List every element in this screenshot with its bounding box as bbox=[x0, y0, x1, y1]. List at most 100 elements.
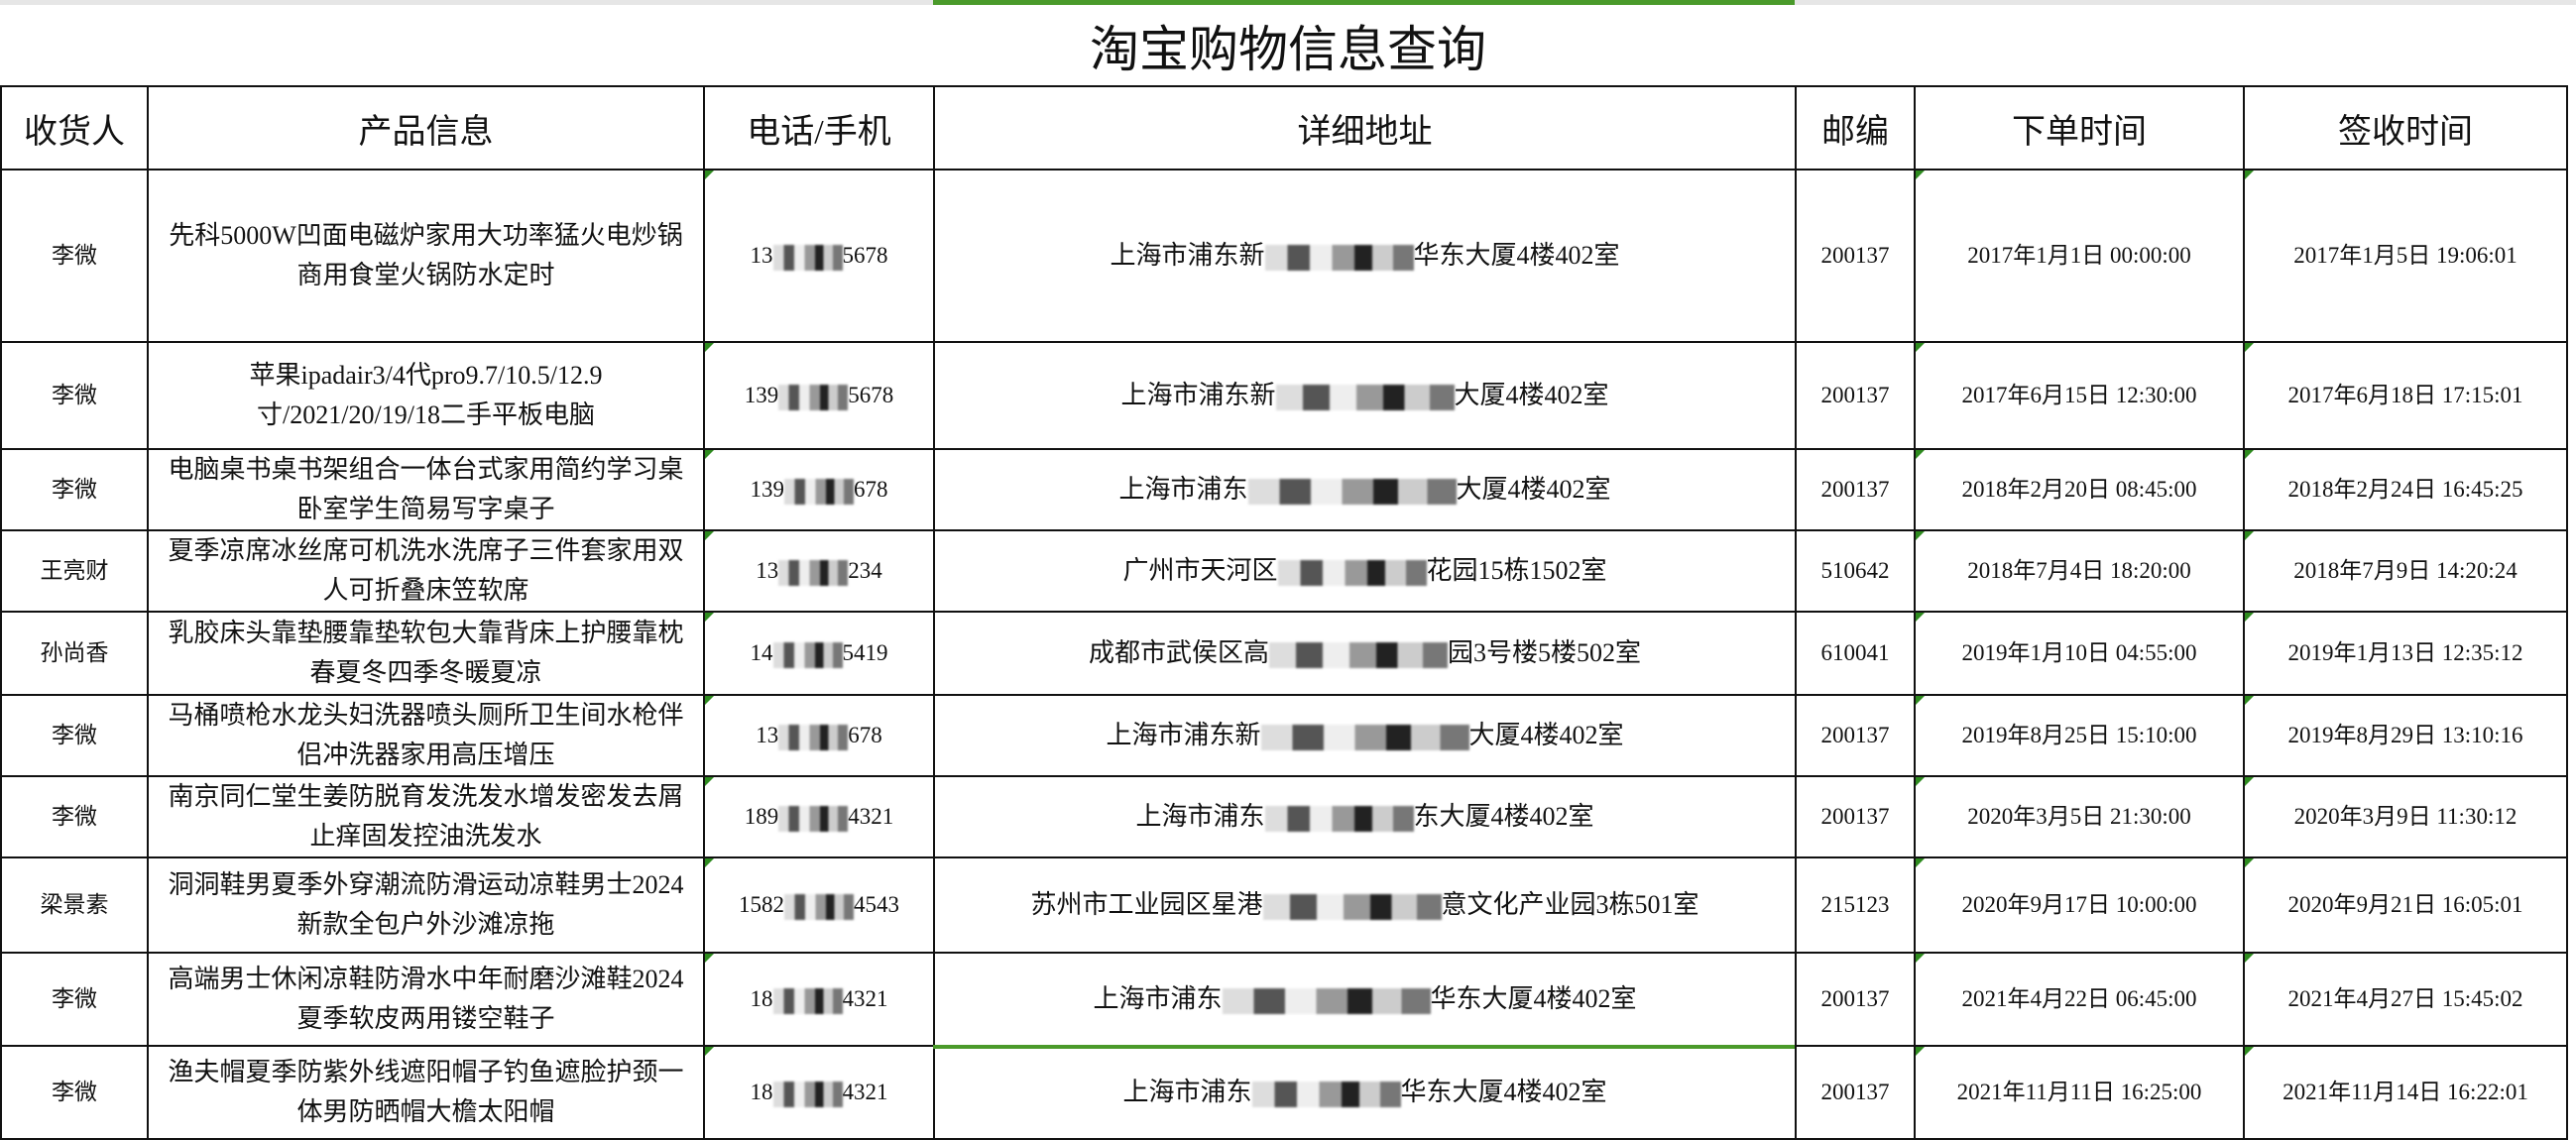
phone-cell[interactable]: 18 4321 bbox=[703, 952, 935, 1047]
col-header-zip[interactable]: 邮编 bbox=[1795, 85, 1916, 171]
sign-time-cell[interactable]: 2021年11月14日 16:22:01 bbox=[2243, 1045, 2568, 1140]
redacted-blur bbox=[784, 893, 854, 920]
redacted-blur bbox=[772, 1081, 843, 1107]
sign-time-cell[interactable]: 2018年7月9日 14:20:24 bbox=[2243, 529, 2568, 613]
recipient-cell[interactable]: 李微 bbox=[0, 1045, 149, 1140]
product-cell[interactable]: 渔夫帽夏季防紫外线遮阳帽子钓鱼遮脸护颈一体男防晒帽大檐太阳帽 bbox=[147, 1045, 705, 1140]
phone-cell[interactable]: 18 4321 bbox=[703, 1045, 935, 1140]
recipient-cell[interactable]: 李微 bbox=[0, 775, 149, 858]
product-cell[interactable]: 乳胶床头靠垫腰靠垫软包大靠背床上护腰靠枕春夏冬四季冬暖夏凉 bbox=[147, 611, 705, 696]
phone-cell[interactable]: 1582 4543 bbox=[703, 856, 935, 954]
order-time-cell[interactable]: 2018年7月4日 18:20:00 bbox=[1914, 529, 2245, 613]
sign-time-cell[interactable]: 2019年8月29日 13:10:16 bbox=[2243, 694, 2568, 777]
phone-suffix: 5678 bbox=[842, 243, 888, 268]
address-prefix: 上海市浦东新 bbox=[1106, 721, 1261, 749]
col-header-phone[interactable]: 电话/手机 bbox=[703, 85, 935, 171]
address-cell[interactable]: 上海市浦东 华东大厦4楼402室 bbox=[933, 952, 1797, 1047]
order-time-cell[interactable]: 2021年11月11日 16:25:00 bbox=[1914, 1045, 2245, 1140]
order-time-cell[interactable]: 2021年4月22日 06:45:00 bbox=[1914, 952, 2245, 1047]
order-time-cell[interactable]: 2020年9月17日 10:00:00 bbox=[1914, 856, 2245, 954]
table-row: 李微 渔夫帽夏季防紫外线遮阳帽子钓鱼遮脸护颈一体男防晒帽大檐太阳帽 18 4321 上海… bbox=[0, 1045, 2568, 1140]
zip-cell[interactable]: 200137 bbox=[1795, 169, 1916, 343]
sheet-title: 淘宝购物信息查询 bbox=[1090, 21, 1486, 77]
order-time-cell[interactable]: 2020年3月5日 21:30:00 bbox=[1914, 775, 2245, 858]
recipient-cell[interactable]: 孙尚香 bbox=[0, 611, 149, 696]
order-time-cell[interactable]: 2017年1月1日 00:00:00 bbox=[1914, 169, 2245, 343]
product-cell[interactable]: 马桶喷枪水龙头妇洗器喷头厕所卫生间水枪伴侣冲洗器家用高压增压 bbox=[147, 694, 705, 777]
col-header-recipient[interactable]: 收货人 bbox=[0, 85, 149, 171]
col-header-order-time[interactable]: 下单时间 bbox=[1914, 85, 2245, 171]
product-cell[interactable]: 先科5000W凹面电磁炉家用大功率猛火电炒锅商用食堂火锅防水定时 bbox=[147, 169, 705, 343]
zip-cell[interactable]: 200137 bbox=[1795, 1045, 1916, 1140]
redacted-blur bbox=[772, 641, 843, 668]
table-row: 孙尚香 乳胶床头靠垫腰靠垫软包大靠背床上护腰靠枕春夏冬四季冬暖夏凉 14 5419 成都… bbox=[0, 611, 2568, 696]
product-cell[interactable]: 夏季凉席冰丝席可机洗水洗席子三件套家用双人可折叠床笠软席 bbox=[147, 529, 705, 613]
product-cell[interactable]: 洞洞鞋男夏季外穿潮流防滑运动凉鞋男士2024新款全包户外沙滩凉拖 bbox=[147, 856, 705, 954]
address-prefix: 成都市武侯区高 bbox=[1088, 638, 1269, 667]
phone-cell[interactable]: 13 5678 bbox=[703, 169, 935, 343]
product-cell[interactable]: 高端男士休闲凉鞋防滑水中年耐磨沙滩鞋2024夏季软皮两用镂空鞋子 bbox=[147, 952, 705, 1047]
address-cell[interactable]: 上海市浦东新 大厦4楼402室 bbox=[933, 694, 1797, 777]
phone-cell[interactable]: 13 234 bbox=[703, 529, 935, 613]
redacted-blur bbox=[778, 559, 849, 586]
phone-suffix: 4321 bbox=[842, 1080, 888, 1104]
phone-cell[interactable]: 139 678 bbox=[703, 448, 935, 531]
zip-cell[interactable]: 200137 bbox=[1795, 775, 1916, 858]
redacted-blur bbox=[1264, 245, 1414, 272]
zip-cell[interactable]: 200137 bbox=[1795, 952, 1916, 1047]
product-cell[interactable]: 电脑桌书桌书架组合一体台式家用简约学习桌卧室学生简易写字桌子 bbox=[147, 448, 705, 531]
recipient-cell[interactable]: 李微 bbox=[0, 169, 149, 343]
col-header-product[interactable]: 产品信息 bbox=[147, 85, 705, 171]
order-time-cell[interactable]: 2019年1月10日 04:55:00 bbox=[1914, 611, 2245, 696]
redacted-blur bbox=[778, 724, 849, 750]
phone-cell[interactable]: 13 678 bbox=[703, 694, 935, 777]
address-suffix: 大厦4楼402室 bbox=[1454, 381, 1609, 409]
address-cell[interactable]: 上海市浦东 东大厦4楼402室 bbox=[933, 775, 1797, 858]
zip-cell[interactable]: 200137 bbox=[1795, 341, 1916, 450]
address-suffix: 大厦4楼402室 bbox=[1456, 475, 1611, 504]
address-cell[interactable]: 上海市浦东 大厦4楼402室 bbox=[933, 448, 1797, 531]
address-cell[interactable]: 苏州市工业园区星港 意文化产业园3栋501室 bbox=[933, 856, 1797, 954]
address-cell[interactable]: 成都市武侯区高 园3号楼5楼502室 bbox=[933, 611, 1797, 696]
phone-suffix: 4543 bbox=[854, 892, 899, 917]
selected-column-indicator bbox=[933, 0, 1795, 5]
address-prefix: 上海市浦东新 bbox=[1110, 241, 1265, 270]
product-cell[interactable]: 苹果ipadair3/4代pro9.7/10.5/12.9寸/2021/20/1… bbox=[147, 341, 705, 450]
col-header-address[interactable]: 详细地址 bbox=[933, 85, 1797, 171]
recipient-cell[interactable]: 李微 bbox=[0, 341, 149, 450]
address-cell[interactable]: 广州市天河区 花园15栋1502室 bbox=[933, 529, 1797, 613]
address-cell[interactable]: 上海市浦东 华东大厦4楼402室 bbox=[933, 1045, 1797, 1140]
header-row: 收货人 产品信息 电话/手机 详细地址 邮编 下单时间 签收时间 bbox=[0, 85, 2568, 171]
zip-cell[interactable]: 610041 bbox=[1795, 611, 1916, 696]
recipient-cell[interactable]: 梁景素 bbox=[0, 856, 149, 954]
sign-time-cell[interactable]: 2017年6月18日 17:15:01 bbox=[2243, 341, 2568, 450]
order-time-cell[interactable]: 2018年2月20日 08:45:00 bbox=[1914, 448, 2245, 531]
zip-cell[interactable]: 510642 bbox=[1795, 529, 1916, 613]
address-cell[interactable]: 上海市浦东新 华东大厦4楼402室 bbox=[933, 169, 1797, 343]
product-cell[interactable]: 南京同仁堂生姜防脱育发洗发水增发密发去屑止痒固发控油洗发水 bbox=[147, 775, 705, 858]
phone-cell[interactable]: 14 5419 bbox=[703, 611, 935, 696]
phone-cell[interactable]: 189 4321 bbox=[703, 775, 935, 858]
zip-cell[interactable]: 200137 bbox=[1795, 694, 1916, 777]
phone-cell[interactable]: 139 5678 bbox=[703, 341, 935, 450]
recipient-cell[interactable]: 李微 bbox=[0, 952, 149, 1047]
order-time-cell[interactable]: 2017年6月15日 12:30:00 bbox=[1914, 341, 2245, 450]
sign-time-cell[interactable]: 2017年1月5日 19:06:01 bbox=[2243, 169, 2568, 343]
order-time-cell[interactable]: 2019年8月25日 15:10:00 bbox=[1914, 694, 2245, 777]
sign-time-cell[interactable]: 2018年2月24日 16:45:25 bbox=[2243, 448, 2568, 531]
table-row: 李微 苹果ipadair3/4代pro9.7/10.5/12.9寸/2021/20… bbox=[0, 341, 2568, 450]
recipient-cell[interactable]: 王亮财 bbox=[0, 529, 149, 613]
recipient-cell[interactable]: 李微 bbox=[0, 694, 149, 777]
sign-time-cell[interactable]: 2020年3月9日 11:30:12 bbox=[2243, 775, 2568, 858]
recipient-cell[interactable]: 李微 bbox=[0, 448, 149, 531]
sign-time-cell[interactable]: 2020年9月21日 16:05:01 bbox=[2243, 856, 2568, 954]
address-cell[interactable]: 上海市浦东新 大厦4楼402室 bbox=[933, 341, 1797, 450]
sign-time-cell[interactable]: 2021年4月27日 15:45:02 bbox=[2243, 952, 2568, 1047]
address-prefix: 上海市浦东 bbox=[1093, 984, 1223, 1013]
col-header-sign-time[interactable]: 签收时间 bbox=[2243, 85, 2568, 171]
zip-cell[interactable]: 200137 bbox=[1795, 448, 1916, 531]
table-row: 李微 电脑桌书桌书架组合一体台式家用简约学习桌卧室学生简易写字桌子 139 678 上海… bbox=[0, 448, 2568, 531]
sign-time-cell[interactable]: 2019年1月13日 12:35:12 bbox=[2243, 611, 2568, 696]
zip-cell[interactable]: 215123 bbox=[1795, 856, 1916, 954]
redacted-blur bbox=[772, 987, 843, 1014]
